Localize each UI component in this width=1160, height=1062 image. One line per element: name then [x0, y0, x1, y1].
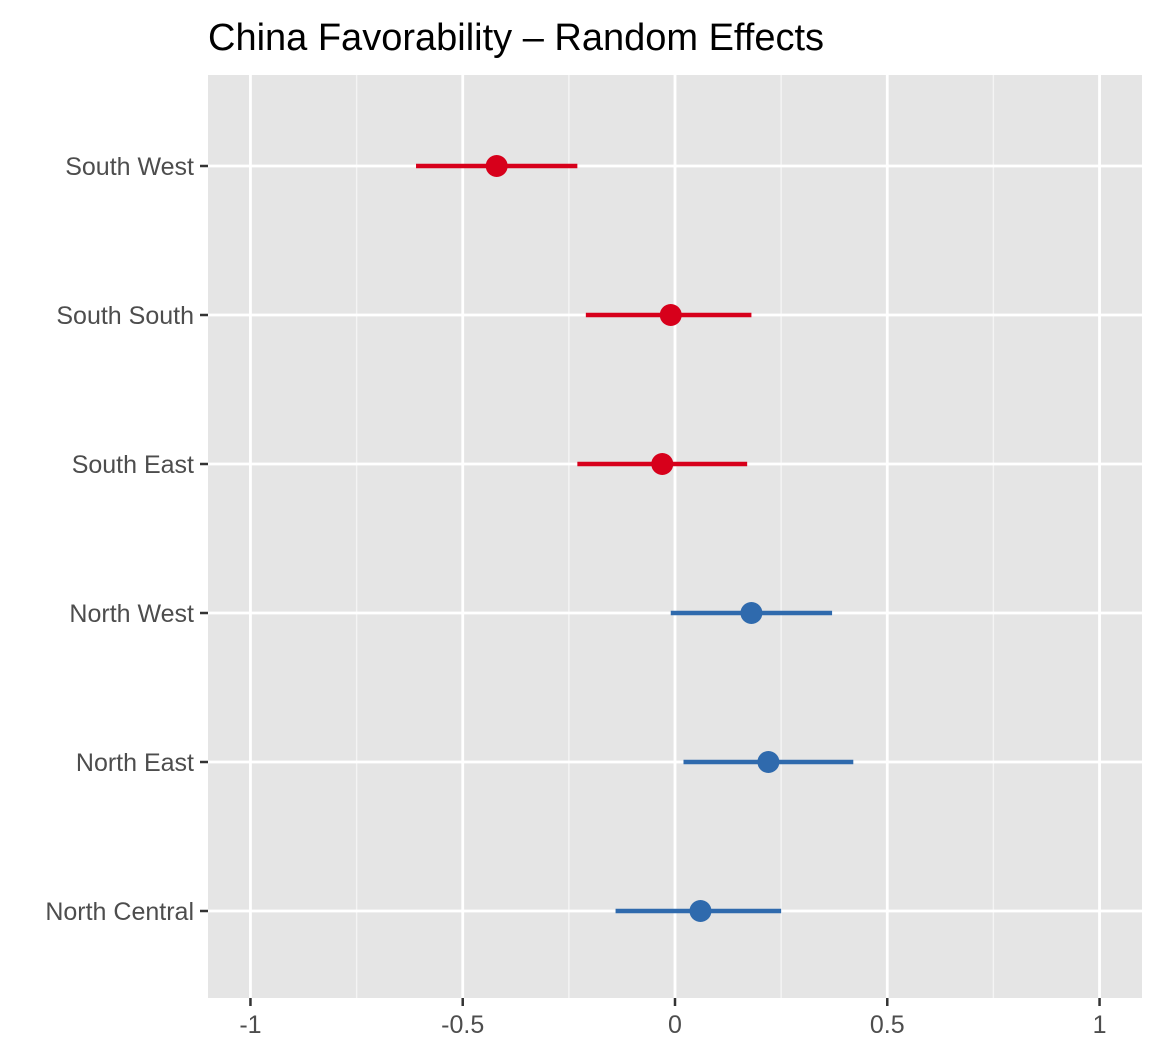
y-axis: South West South South South East North Wes…	[45, 153, 208, 926]
estimate-point	[740, 602, 763, 624]
estimate-point	[757, 751, 780, 773]
y-tick-label: South East	[72, 451, 194, 479]
estimate-point	[659, 304, 682, 326]
data-marks	[416, 155, 854, 922]
x-axis: -1 -0.5 0 0.5 1	[239, 998, 1106, 1039]
x-tick-label: 0.5	[870, 1011, 905, 1039]
y-tick-label: South South	[56, 302, 194, 330]
estimate-point	[485, 155, 508, 177]
x-tick-label: 0	[668, 1011, 682, 1039]
y-tick-label: North West	[69, 600, 194, 628]
y-tick-label: North East	[76, 749, 194, 777]
estimate-point	[651, 453, 674, 475]
y-tick-label: South West	[65, 153, 194, 181]
estimate-point	[689, 900, 712, 922]
y-tick-label: North Central	[45, 898, 194, 926]
x-tick-label: -1	[239, 1011, 261, 1039]
x-tick-label: 1	[1093, 1011, 1107, 1039]
chart-title: China Favorability – Random Effects	[208, 17, 824, 59]
x-tick-label: -0.5	[441, 1011, 484, 1039]
